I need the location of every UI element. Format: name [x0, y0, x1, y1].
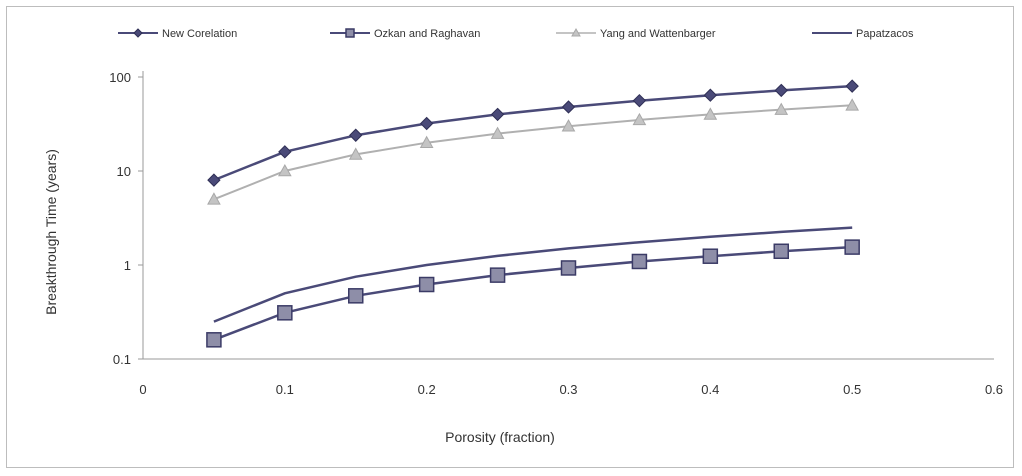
data-point [207, 192, 221, 205]
data-point [277, 305, 293, 321]
data-point [206, 332, 222, 348]
legend-label: Papatzacos [856, 28, 914, 40]
series-new-corelation [207, 79, 859, 187]
x-axis-title: Porosity (fraction) [445, 429, 555, 445]
y-tick-label: 100 [109, 70, 131, 85]
legend-label: New Corelation [162, 28, 237, 40]
data-point [703, 107, 718, 120]
data-point [703, 88, 718, 102]
x-tick-label: 0.1 [276, 382, 294, 397]
data-point [348, 288, 364, 304]
series-line [213, 226, 853, 323]
legend-item: Ozkan and Raghavan [330, 28, 480, 40]
series-ozkan-and-raghavan [206, 239, 860, 348]
data-point [844, 239, 860, 255]
y-tick-label: 1 [124, 258, 131, 273]
data-point [490, 126, 505, 139]
x-tick-label: 0.2 [418, 382, 436, 397]
axes: 0.1 1 10 100 0 0.1 0.2 0.3 0.4 0.5 0.6 [109, 70, 1003, 397]
y-axis-title: Breakthrough Time (years) [43, 149, 59, 315]
data-point [490, 107, 505, 122]
x-tick-label: 0.5 [843, 382, 861, 397]
data-point [773, 243, 789, 260]
data-point [632, 112, 647, 126]
data-point [278, 145, 292, 159]
legend-item: Yang and Wattenbarger [556, 27, 716, 40]
data-point [702, 248, 719, 264]
data-point [631, 253, 648, 270]
legend-marker [571, 27, 581, 37]
data-point [348, 147, 363, 160]
y-tick-label: 10 [117, 164, 131, 179]
data-point [560, 260, 577, 276]
y-tick-label: 0.1 [113, 352, 131, 367]
legend-item: Papatzacos [812, 28, 914, 40]
data-point [774, 83, 788, 98]
series-line [213, 245, 853, 341]
legend-label: Ozkan and Raghavan [374, 28, 480, 40]
legend-label: Yang and Wattenbarger [600, 28, 716, 40]
data-point [418, 276, 435, 293]
data-point [774, 102, 789, 115]
series-yang-and-wattenbarger [207, 98, 860, 205]
legend-marker [133, 28, 143, 38]
data-point [419, 116, 434, 131]
data-point [845, 79, 859, 93]
x-tick-label: 0 [139, 382, 146, 397]
data-point [277, 163, 292, 177]
legend-item: New Corelation [118, 28, 237, 40]
data-point [207, 173, 221, 187]
series-papatzacos [213, 226, 853, 323]
data-point [489, 267, 506, 283]
data-point [632, 93, 647, 108]
x-tick-label: 0.3 [559, 382, 577, 397]
data-point [349, 128, 363, 142]
legend-marker [345, 28, 355, 38]
chart-frame [6, 6, 1014, 468]
series-line [213, 84, 853, 182]
series-line [213, 104, 853, 201]
x-tick-label: 0.6 [985, 382, 1003, 397]
data-point [561, 100, 576, 114]
x-tick-label: 0.4 [701, 382, 719, 397]
legend: New Corelation Ozkan and Raghavan Yang and… [118, 27, 914, 40]
series-layer [206, 79, 860, 348]
data-point [561, 119, 576, 132]
data-point [419, 135, 434, 149]
data-point [845, 98, 860, 111]
